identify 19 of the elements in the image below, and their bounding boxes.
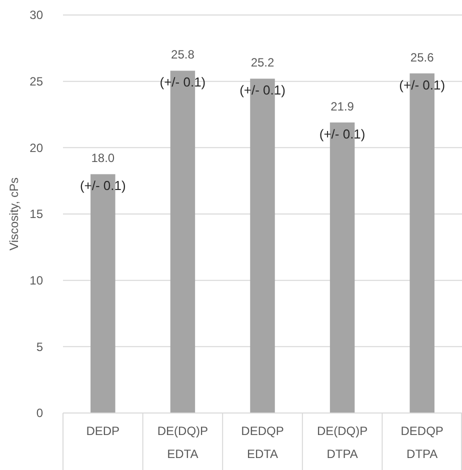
x-tick-label: DEDQP DTPA <box>400 424 444 461</box>
y-tick-label: 20 <box>30 140 44 155</box>
x-tick-label: DE(DQ)P EDTA <box>157 424 208 461</box>
x-tick-label: DEDP <box>86 424 120 438</box>
data-label: 18.0 <box>91 151 115 166</box>
data-label: 25.8 <box>171 48 195 62</box>
x-tick-label: DE(DQ)P DTPA <box>316 424 368 461</box>
data-label: 21.9 <box>330 99 354 114</box>
data-label: 25.2 <box>250 56 274 70</box>
x-tick-label: DEDQP EDTA <box>241 424 284 461</box>
y-axis-title: Viscosity, cPs <box>7 178 21 250</box>
y-tick-label: 10 <box>30 274 44 288</box>
y-tick-label: 0 <box>36 406 44 420</box>
y-tick-label: 25 <box>30 74 44 89</box>
y-tick-label: 5 <box>36 340 44 354</box>
data-label: 25.6 <box>410 50 434 64</box>
y-tick-label: 30 <box>30 8 44 22</box>
annotation: (+/- 0.1) <box>160 74 206 90</box>
y-tick-label: 15 <box>30 207 44 222</box>
